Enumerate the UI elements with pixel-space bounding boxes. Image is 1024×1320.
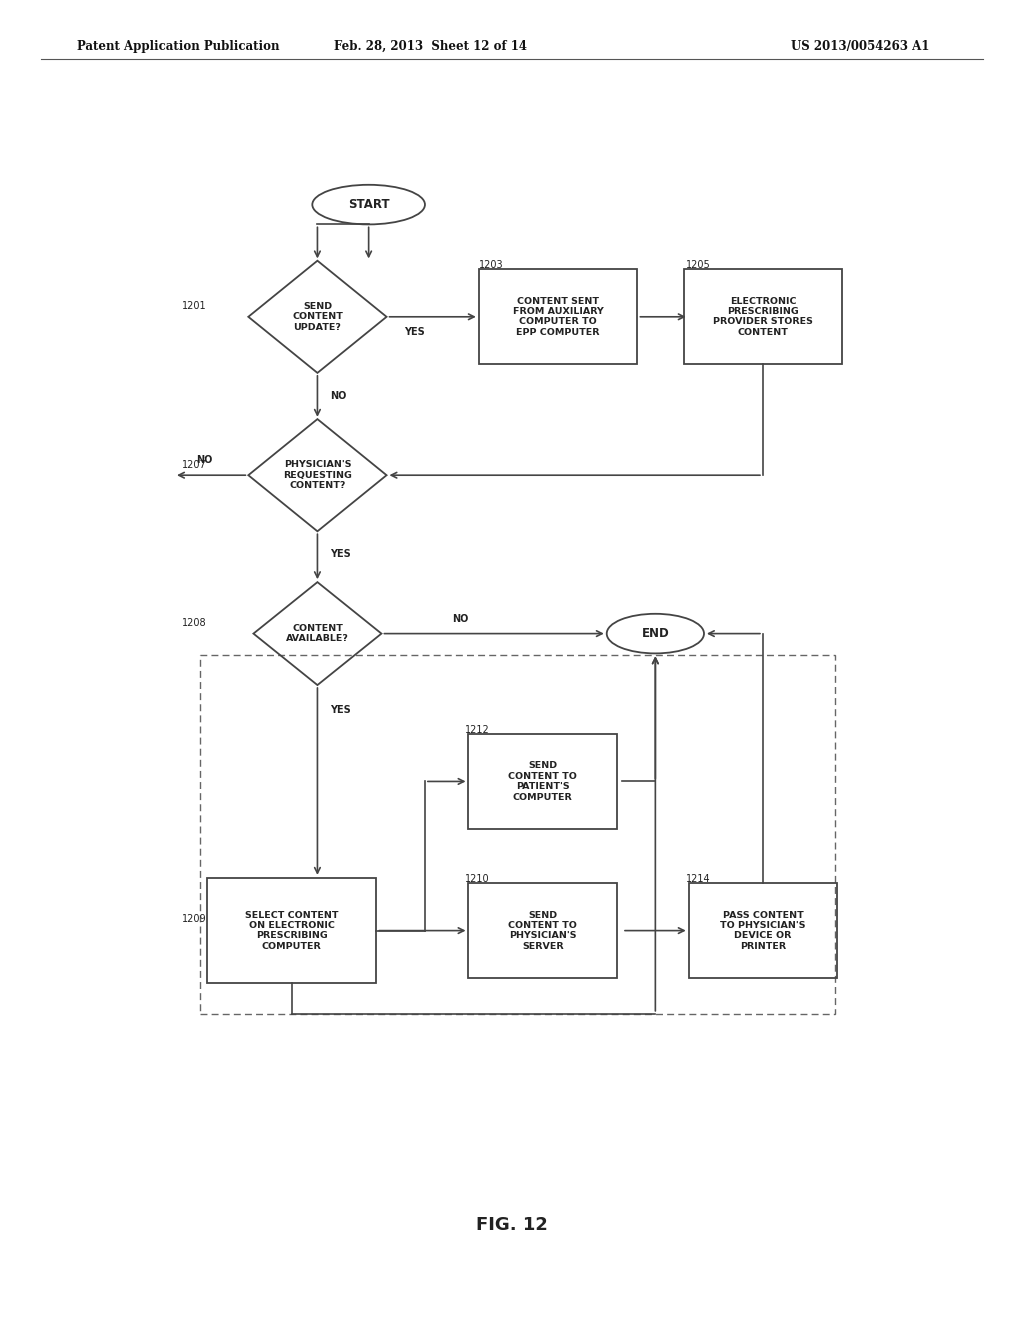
Text: YES: YES [330,705,350,715]
Text: NO: NO [197,454,213,465]
Text: 1207: 1207 [182,459,207,470]
Text: 1203: 1203 [479,260,504,271]
Text: START: START [348,198,389,211]
Text: 1212: 1212 [465,725,489,735]
Text: CONTENT
AVAILABLE?: CONTENT AVAILABLE? [286,624,349,643]
Bar [469,734,616,829]
Bar [200,655,835,1014]
Text: SEND
CONTENT TO
PATIENT'S
COMPUTER: SEND CONTENT TO PATIENT'S COMPUTER [508,762,578,801]
Text: FIG. 12: FIG. 12 [476,1216,548,1234]
Text: CONTENT SENT
FROM AUXILIARY
COMPUTER TO
EPP COMPUTER: CONTENT SENT FROM AUXILIARY COMPUTER TO … [513,297,603,337]
Text: 1209: 1209 [182,913,207,924]
Text: 1210: 1210 [465,874,489,884]
Text: YES: YES [404,327,425,338]
Text: 1201: 1201 [182,301,207,312]
Text: NO: NO [453,614,469,624]
Text: 1205: 1205 [686,260,711,271]
Text: SEND
CONTENT
UPDATE?: SEND CONTENT UPDATE? [292,302,343,331]
Text: 1214: 1214 [686,874,711,884]
Text: SEND
CONTENT TO
PHYSICIAN'S
SERVER: SEND CONTENT TO PHYSICIAN'S SERVER [508,911,578,950]
Text: US 2013/0054263 A1: US 2013/0054263 A1 [791,40,930,53]
Text: Feb. 28, 2013  Sheet 12 of 14: Feb. 28, 2013 Sheet 12 of 14 [334,40,526,53]
Text: YES: YES [330,549,350,560]
Text: PHYSICIAN'S
REQUESTING
CONTENT?: PHYSICIAN'S REQUESTING CONTENT? [283,461,352,490]
Bar [469,883,616,978]
Text: ELECTRONIC
PRESCRIBING
PROVIDER STORES
CONTENT: ELECTRONIC PRESCRIBING PROVIDER STORES C… [713,297,813,337]
Text: SELECT CONTENT
ON ELECTRONIC
PRESCRIBING
COMPUTER: SELECT CONTENT ON ELECTRONIC PRESCRIBING… [245,911,339,950]
Text: END: END [641,627,670,640]
Text: Patent Application Publication: Patent Application Publication [77,40,280,53]
Text: NO: NO [330,391,346,401]
Bar [207,878,376,983]
Bar [688,883,838,978]
Text: 1208: 1208 [182,618,207,628]
Bar [684,269,842,364]
Bar [479,269,637,364]
Text: PASS CONTENT
TO PHYSICIAN'S
DEVICE OR
PRINTER: PASS CONTENT TO PHYSICIAN'S DEVICE OR PR… [720,911,806,950]
